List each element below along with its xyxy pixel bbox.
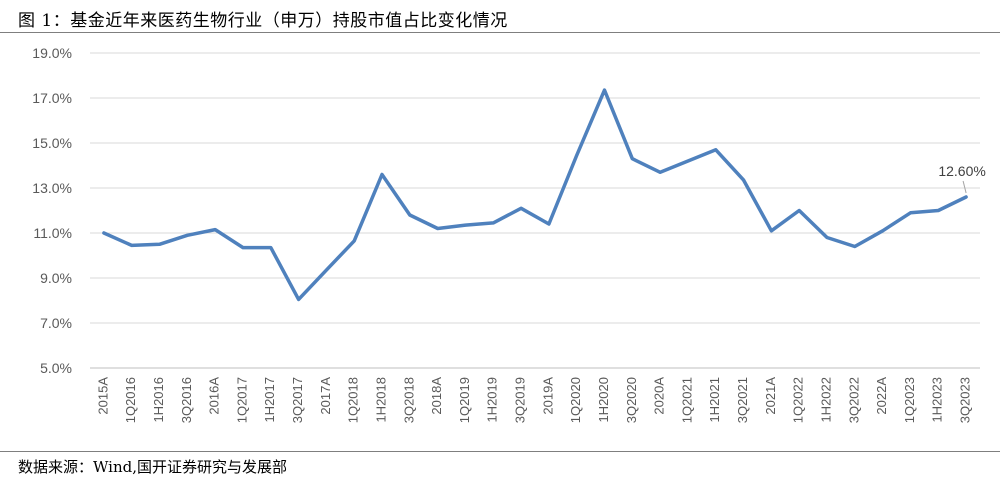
x-tick-label: 3Q2016 [179, 377, 194, 423]
bottom-divider [0, 451, 1000, 452]
data-point [742, 179, 745, 182]
y-tick-label: 13.0% [32, 180, 72, 196]
data-point [186, 234, 189, 237]
x-axis: 2015A 1Q2016 1H2016 3Q2016 2016A 1Q2017 1H2017… [90, 367, 980, 423]
data-point [464, 224, 467, 227]
x-tick-label: 1Q2017 [234, 377, 249, 423]
data-point [381, 173, 384, 176]
figure-title: 图 1：基金近年来医药生物行业（申万）持股市值占比变化情况 [18, 11, 508, 31]
data-point [853, 245, 856, 248]
y-tick-label: 15.0% [32, 135, 72, 151]
y-tick-label: 19.0% [32, 45, 72, 61]
data-label: 12.60% [938, 163, 985, 179]
x-tick-label: 1Q2020 [568, 377, 583, 423]
series-layer [102, 88, 968, 302]
data-point [631, 157, 634, 160]
x-tick-label: 1H2022 [818, 377, 833, 423]
data-point [214, 228, 217, 231]
x-tick-label: 3Q2023 [958, 377, 973, 423]
data-point [575, 154, 578, 157]
top-divider [0, 32, 1000, 33]
data-point [130, 244, 133, 247]
series-line [102, 88, 968, 302]
data-point [937, 209, 940, 212]
x-tick-label: 3Q2019 [513, 377, 528, 423]
y-tick-label: 9.0% [40, 270, 72, 286]
data-point [520, 207, 523, 210]
x-tick-label: 3Q2022 [846, 377, 861, 423]
x-tick-label: 2022A [874, 377, 889, 415]
x-tick-label: 1H2021 [707, 377, 722, 423]
x-tick-label: 2020A [652, 377, 667, 415]
x-tick-label: 3Q2017 [290, 377, 305, 423]
data-point [297, 298, 300, 301]
x-tick-label: 3Q2018 [401, 377, 416, 423]
x-tick-label: 2015A [95, 377, 110, 415]
source-note: 数据来源：Wind,国开证券研究与发展部 [18, 458, 287, 476]
x-tick-label: 1Q2022 [791, 377, 806, 423]
data-point [436, 227, 439, 230]
data-point [686, 160, 689, 163]
data-point [881, 229, 884, 232]
x-tick-label: 1Q2023 [902, 377, 917, 423]
x-tick-label: 1Q2019 [457, 377, 472, 423]
x-tick-label: 2018A [429, 377, 444, 415]
data-point [158, 243, 161, 246]
data-labels: 12.60% [938, 163, 986, 194]
data-point [492, 221, 495, 224]
gridlines [90, 52, 980, 369]
line-chart: 5.0% 7.0% 9.0% 11.0% 13.0% 15.0% 17.0% 19.0% 20… [32, 45, 986, 423]
x-tick-label: 1H2023 [930, 377, 945, 423]
y-tick-label: 11.0% [33, 225, 72, 241]
data-point [325, 269, 328, 272]
y-tick-label: 5.0% [40, 360, 72, 376]
data-point [659, 171, 662, 174]
x-tick-label: 1H2017 [262, 377, 277, 423]
data-point [798, 209, 801, 212]
x-tick-label: 1H2018 [373, 377, 388, 423]
data-point [408, 214, 411, 217]
x-tick-label: 2021A [763, 377, 778, 415]
data-point [770, 229, 773, 232]
data-point [353, 239, 356, 242]
y-axis: 5.0% 7.0% 9.0% 11.0% 13.0% 15.0% 17.0% 19.0% [32, 45, 72, 376]
x-tick-label: 1Q2016 [123, 377, 138, 423]
x-tick-label: 1H2019 [485, 377, 500, 423]
x-tick-label: 1Q2021 [679, 377, 694, 423]
x-tick-label: 3Q2021 [735, 377, 750, 423]
data-point [102, 232, 105, 235]
y-tick-label: 17.0% [32, 90, 72, 106]
data-point [909, 211, 912, 214]
data-point [714, 148, 717, 151]
x-tick-label: 1H2016 [151, 377, 166, 423]
data-point [241, 246, 244, 249]
x-tick-label: 2017A [318, 377, 333, 415]
data-point [269, 246, 272, 249]
x-tick-label: 2016A [207, 377, 222, 415]
x-tick-label: 3Q2020 [624, 377, 639, 423]
x-tick-label: 1H2020 [596, 377, 611, 423]
x-tick-label: 2019A [540, 377, 555, 415]
data-point [826, 236, 829, 239]
data-point [965, 196, 968, 199]
y-tick-label: 7.0% [40, 315, 72, 331]
data-label-leader [962, 180, 967, 194]
data-point [603, 89, 606, 92]
x-tick-label: 1Q2018 [346, 377, 361, 423]
data-point [547, 223, 550, 226]
